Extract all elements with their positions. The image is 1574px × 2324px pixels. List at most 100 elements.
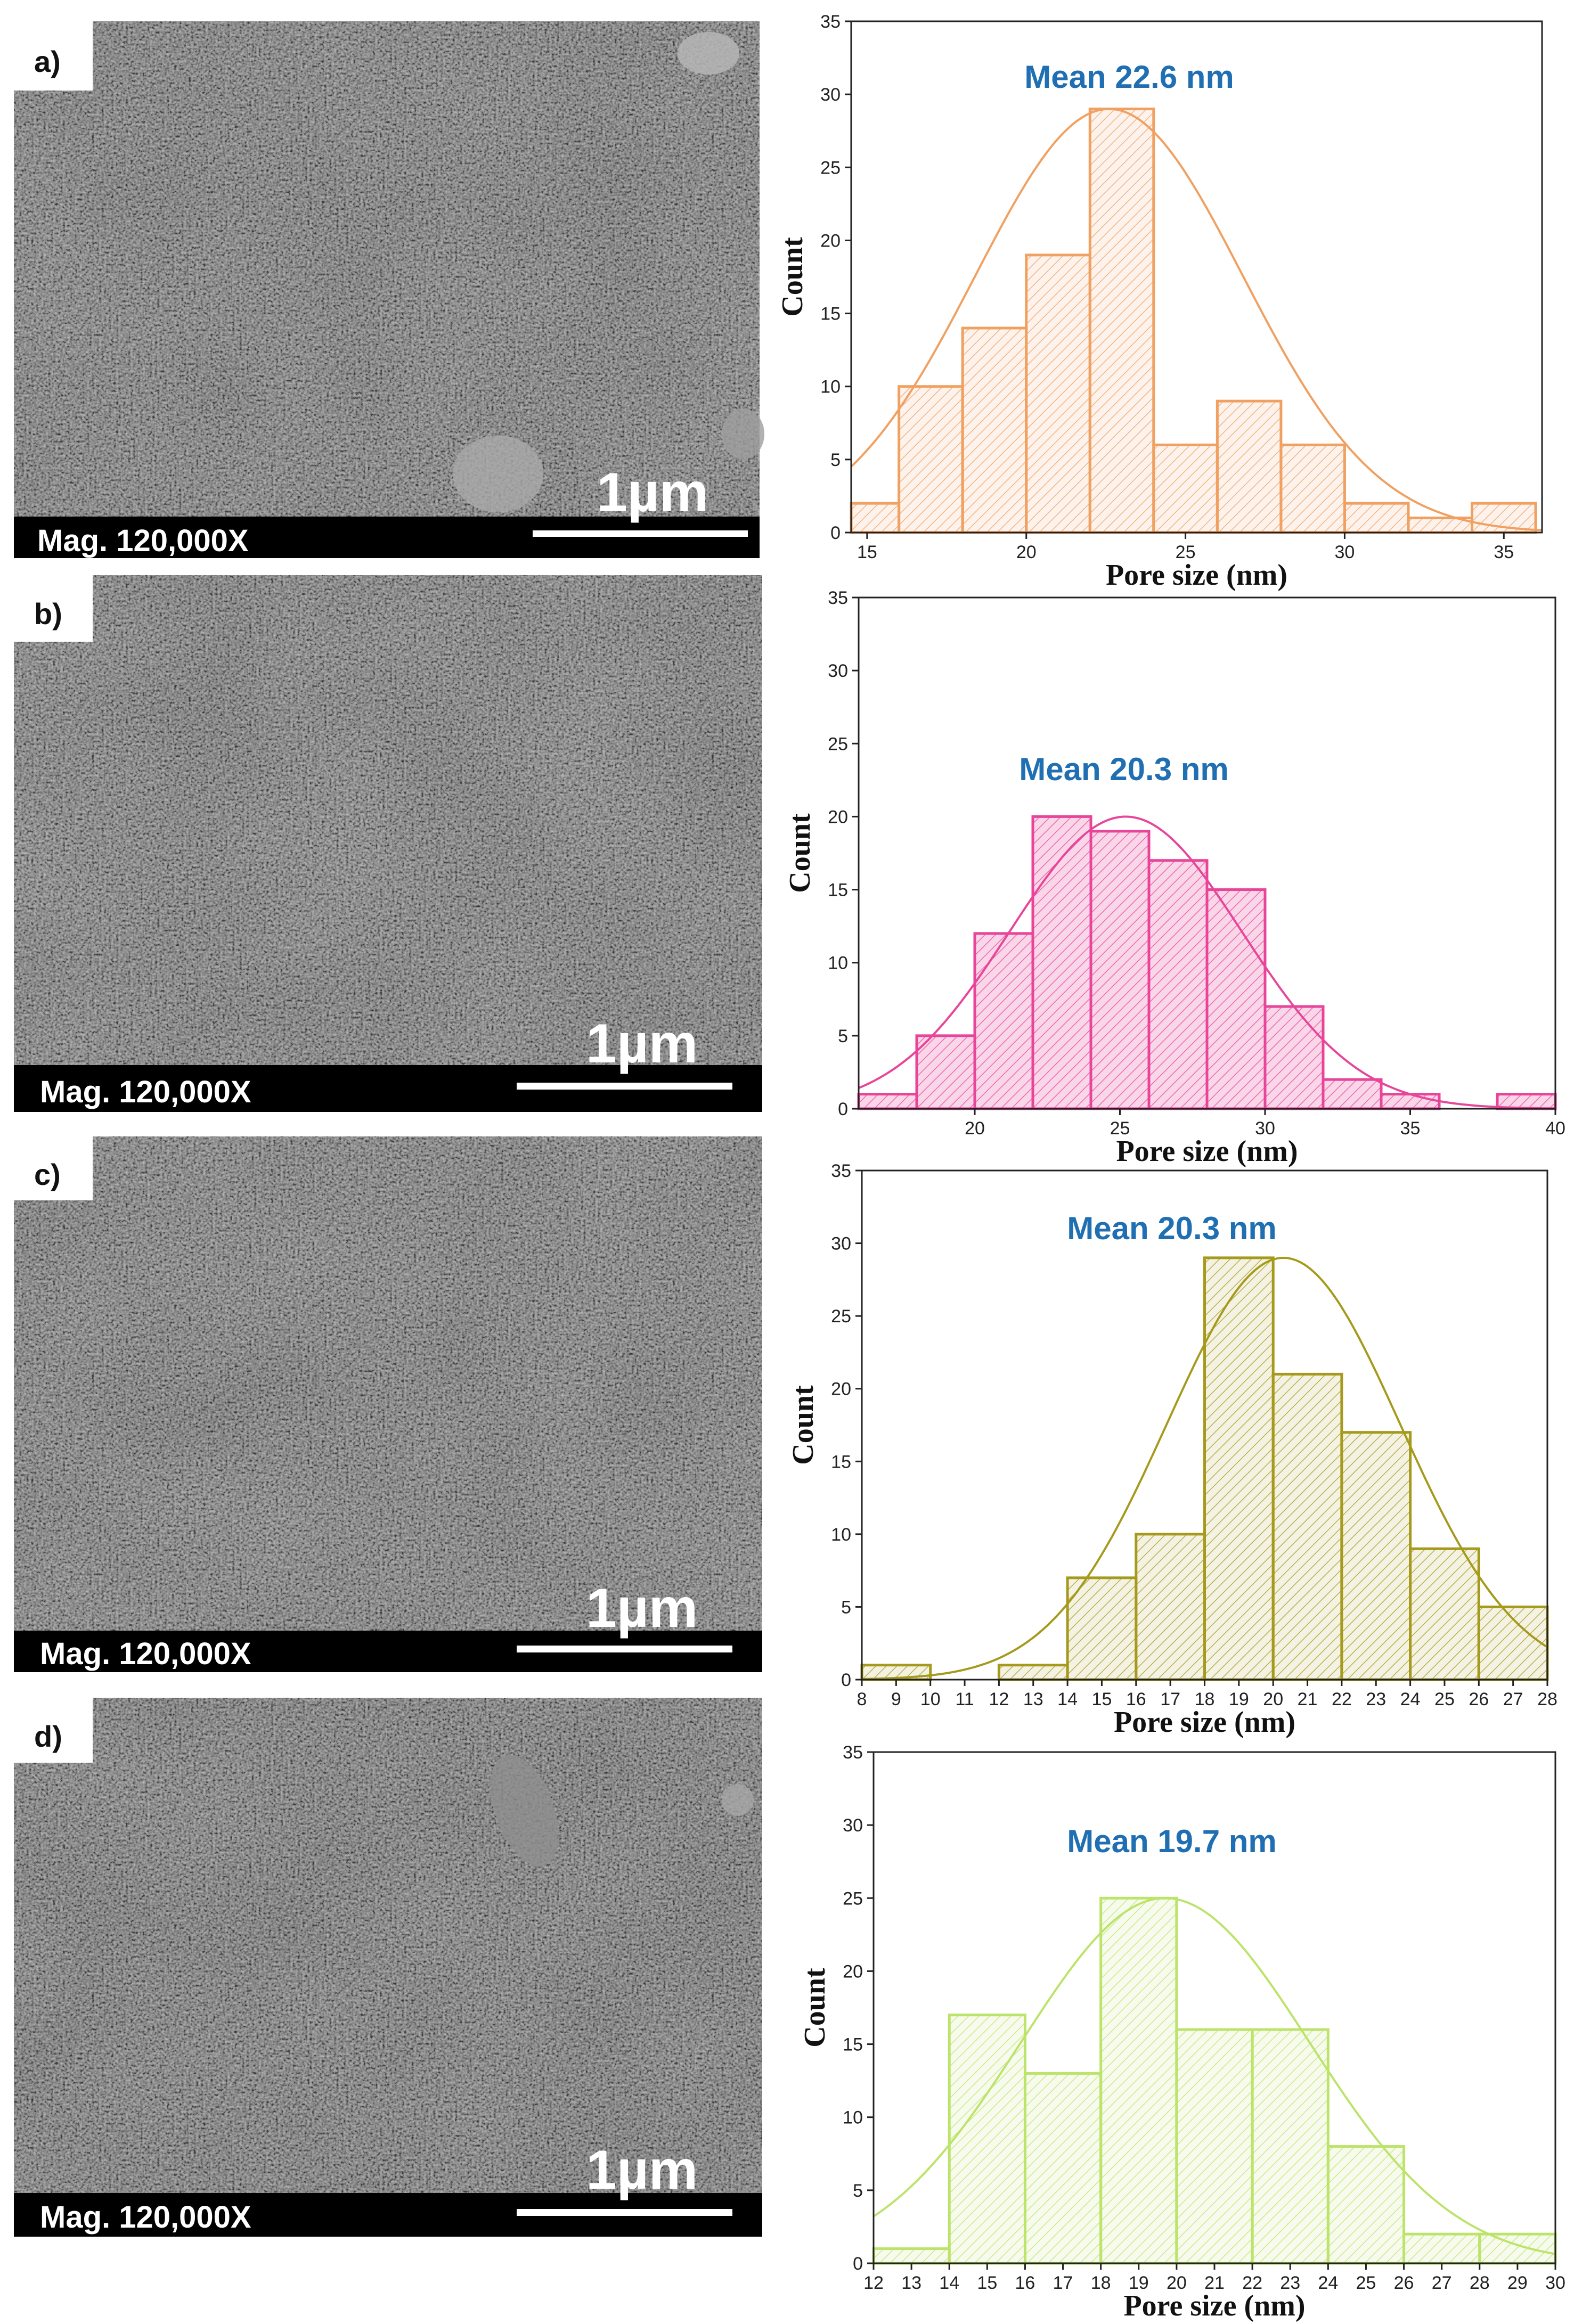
magnification-label: Mag. 120,000X bbox=[40, 1075, 251, 1109]
y-tick-label: 10 bbox=[843, 2108, 863, 2128]
x-tick-label: 30 bbox=[1335, 542, 1355, 562]
x-tick-label: 26 bbox=[1394, 2273, 1414, 2293]
y-tick-label: 10 bbox=[828, 953, 848, 973]
histogram-bar bbox=[1175, 2028, 1254, 2265]
panel-label: d) bbox=[34, 1720, 62, 1753]
x-tick-label: 20 bbox=[1263, 1689, 1283, 1709]
x-tick-label: 20 bbox=[965, 1118, 985, 1139]
histogram-bar bbox=[1343, 502, 1410, 534]
x-tick-label: 8 bbox=[857, 1689, 867, 1709]
y-tick-label: 0 bbox=[838, 1099, 848, 1119]
x-tick-label: 14 bbox=[939, 2273, 959, 2293]
x-tick-label: 28 bbox=[1470, 2273, 1490, 2293]
y-tick-label: 25 bbox=[843, 1888, 863, 1909]
y-tick-label: 0 bbox=[841, 1670, 851, 1690]
x-tick-label: 18 bbox=[1195, 1689, 1215, 1709]
histogram-bar bbox=[1326, 2145, 1406, 2265]
mean-annotation: Mean 22.6 nm bbox=[1024, 59, 1234, 95]
y-axis-label: Count bbox=[784, 813, 817, 893]
x-tick-label: 26 bbox=[1469, 1689, 1489, 1709]
y-axis-label: Count bbox=[776, 237, 809, 317]
scale-bar-label: 1µm bbox=[586, 1013, 698, 1075]
histogram-bar bbox=[1205, 888, 1267, 1110]
x-tick-label: 11 bbox=[955, 1689, 974, 1709]
x-tick-label: 29 bbox=[1507, 2273, 1528, 2293]
y-tick-label: 10 bbox=[820, 377, 841, 397]
x-tick-label: 24 bbox=[1400, 1689, 1421, 1709]
histogram-bar bbox=[1025, 253, 1091, 534]
x-tick-label: 15 bbox=[977, 2273, 997, 2293]
x-tick-label: 18 bbox=[1091, 2273, 1111, 2293]
sem-particle bbox=[722, 1784, 754, 1816]
x-axis-label: Pore size (nm) bbox=[1116, 1135, 1298, 1168]
y-tick-label: 25 bbox=[820, 158, 841, 178]
y-tick-label: 20 bbox=[831, 1379, 851, 1400]
x-tick-label: 10 bbox=[920, 1689, 941, 1709]
histogram-chart-d: 0 5 10 15 20 25 30 35 12 13 14 15 16 17 18 19 20 21 22 23 24… bbox=[798, 1742, 1565, 2322]
histogram-bar bbox=[1088, 108, 1155, 534]
sem-panel-b: b) Mag. 120,000X 1µm bbox=[14, 575, 762, 1112]
x-tick-label: 14 bbox=[1057, 1689, 1078, 1709]
y-tick-label: 25 bbox=[831, 1306, 851, 1327]
x-tick-label: 13 bbox=[1023, 1689, 1043, 1709]
y-tick-label: 20 bbox=[843, 1961, 863, 1982]
sem-info-bar bbox=[14, 517, 760, 558]
x-tick-label: 15 bbox=[1092, 1689, 1112, 1709]
y-tick-label: 30 bbox=[831, 1234, 851, 1254]
histogram-bar bbox=[1023, 2072, 1103, 2265]
histogram-bar bbox=[1147, 859, 1209, 1110]
histogram-bar bbox=[1251, 2028, 1330, 2265]
y-tick-label: 35 bbox=[843, 1742, 863, 1763]
mean-annotation: Mean 20.3 nm bbox=[1067, 1210, 1277, 1246]
x-tick-label: 35 bbox=[1400, 1118, 1421, 1139]
x-tick-label: 40 bbox=[1545, 1118, 1565, 1139]
x-tick-label: 17 bbox=[1053, 2273, 1073, 2293]
sem-particle bbox=[678, 32, 739, 75]
x-tick-label: 35 bbox=[1494, 542, 1514, 562]
y-tick-label: 5 bbox=[830, 450, 841, 470]
histogram-chart-c: 0 5 10 15 20 25 30 35 8 9 10 11 12 13 14 15 16 17 18 19 20 21… bbox=[787, 1161, 1557, 1739]
y-tick-label: 20 bbox=[828, 807, 848, 827]
x-tick-label: 25 bbox=[1110, 1118, 1130, 1139]
sem-panel-a: a) Mag. 120,000X 1µm bbox=[14, 21, 764, 558]
x-tick-label: 25 bbox=[1434, 1689, 1455, 1709]
histogram-bar bbox=[1135, 1533, 1206, 1681]
histogram-bar bbox=[850, 502, 901, 534]
x-tick-label: 25 bbox=[1176, 542, 1196, 562]
histogram-bar bbox=[1203, 1256, 1275, 1681]
gaussian-fit-curve bbox=[861, 1256, 1548, 1680]
y-tick-label: 30 bbox=[820, 85, 841, 105]
histogram-bar bbox=[1496, 1093, 1557, 1110]
x-tick-label: 24 bbox=[1318, 2273, 1338, 2293]
y-tick-label: 0 bbox=[853, 2254, 863, 2274]
magnification-label: Mag. 120,000X bbox=[37, 523, 249, 558]
x-tick-label: 21 bbox=[1204, 2273, 1225, 2293]
scale-bar bbox=[517, 2209, 732, 2216]
x-tick-label: 22 bbox=[1332, 1689, 1352, 1709]
histogram-bar bbox=[973, 932, 1034, 1110]
x-tick-label: 19 bbox=[1129, 2273, 1149, 2293]
x-tick-label: 30 bbox=[1545, 2273, 1565, 2293]
y-tick-label: 15 bbox=[820, 304, 841, 324]
magnification-label: Mag. 120,000X bbox=[40, 1636, 251, 1671]
y-tick-label: 30 bbox=[828, 661, 848, 681]
x-tick-label: 16 bbox=[1015, 2273, 1035, 2293]
scale-bar-label: 1µm bbox=[586, 1577, 698, 1639]
histogram-bar bbox=[1089, 830, 1151, 1110]
sem-panel-d: d) Mag. 120,000X 1µm bbox=[14, 1698, 762, 2237]
x-tick-label: 27 bbox=[1503, 1689, 1523, 1709]
histogram-bar bbox=[997, 1664, 1069, 1681]
panel-label-box bbox=[14, 575, 93, 642]
y-axis-label: Count bbox=[787, 1385, 820, 1465]
histogram-bar bbox=[1099, 1896, 1178, 2265]
scale-bar bbox=[533, 530, 748, 537]
histogram-chart-b: 0 5 10 15 20 25 30 35 20 25 30 35 40 Pore size (nm) Co… bbox=[784, 588, 1565, 1168]
y-tick-label: 15 bbox=[843, 2035, 863, 2055]
y-tick-label: 35 bbox=[828, 588, 848, 608]
y-tick-label: 10 bbox=[831, 1525, 851, 1545]
sem-particle bbox=[491, 1754, 559, 1867]
sem-panel-c: c) Mag. 120,000X 1µm bbox=[14, 1136, 762, 1672]
panel-label: b) bbox=[34, 597, 62, 631]
histogram-bar bbox=[1271, 1372, 1343, 1681]
histogram-bar bbox=[1340, 1431, 1412, 1681]
